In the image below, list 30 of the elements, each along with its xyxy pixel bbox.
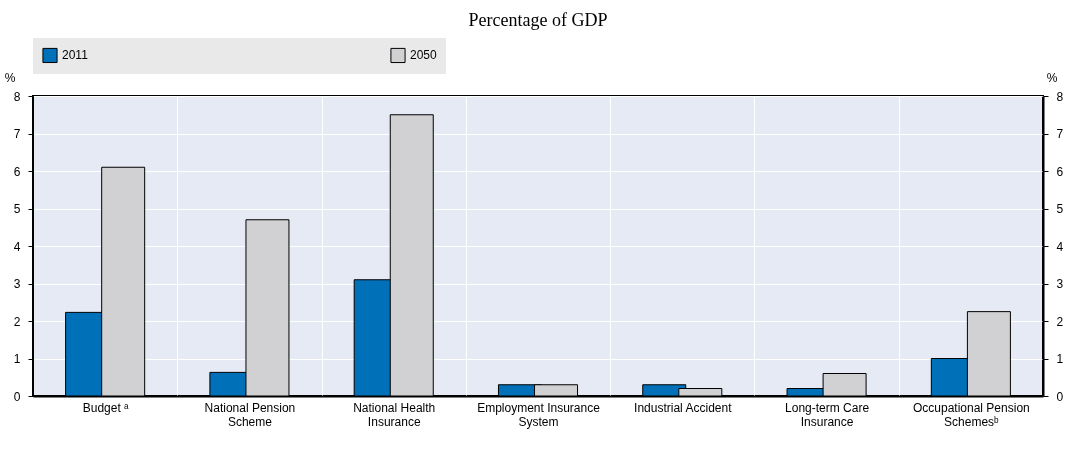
y2-tick-label: 2 bbox=[1056, 314, 1064, 329]
y-axis-title: % bbox=[4, 70, 16, 85]
y2-tick-label: 6 bbox=[1056, 164, 1064, 179]
y-tick-label: 5 bbox=[13, 202, 21, 216]
x-tick-label: Long-term Care Insurance bbox=[785, 400, 870, 429]
legend-label: 2011 bbox=[62, 48, 89, 63]
x-tick-label: National Pension Scheme bbox=[204, 400, 296, 429]
chart-title: Percentage of GDP bbox=[468, 10, 608, 30]
y2-tick-label: 5 bbox=[1056, 202, 1064, 216]
y2-tick-label: 8 bbox=[1056, 89, 1064, 104]
legend-label: 2050 bbox=[410, 48, 438, 63]
y-tick-label: 6 bbox=[13, 164, 21, 179]
y-tick-label: 8 bbox=[13, 89, 21, 104]
x-tick-label: Occupational Pension Schemesᵇ bbox=[912, 400, 1030, 429]
x-tick-label: National Health Insurance bbox=[353, 400, 436, 429]
y-tick-label: 7 bbox=[13, 127, 21, 141]
y2-axis-title: % bbox=[1046, 70, 1058, 85]
y-tick-label: 1 bbox=[13, 352, 21, 366]
x-tick-label: Industrial Accident bbox=[634, 400, 733, 415]
y2-tick-label: 1 bbox=[1056, 352, 1064, 366]
y-tick-label: 0 bbox=[13, 389, 21, 404]
y2-tick-label: 4 bbox=[1056, 239, 1064, 254]
y2-tick-label: 0 bbox=[1056, 389, 1064, 404]
y2-tick-label: 7 bbox=[1056, 127, 1064, 141]
x-tick-label: Employment Insurance System bbox=[477, 400, 601, 429]
x-tick-label: Budget ᵃ bbox=[82, 400, 130, 415]
y-tick-label: 2 bbox=[13, 314, 21, 329]
y-tick-label: 4 bbox=[13, 239, 21, 254]
y-tick-label: 3 bbox=[13, 277, 21, 291]
y2-tick-label: 3 bbox=[1056, 277, 1064, 291]
